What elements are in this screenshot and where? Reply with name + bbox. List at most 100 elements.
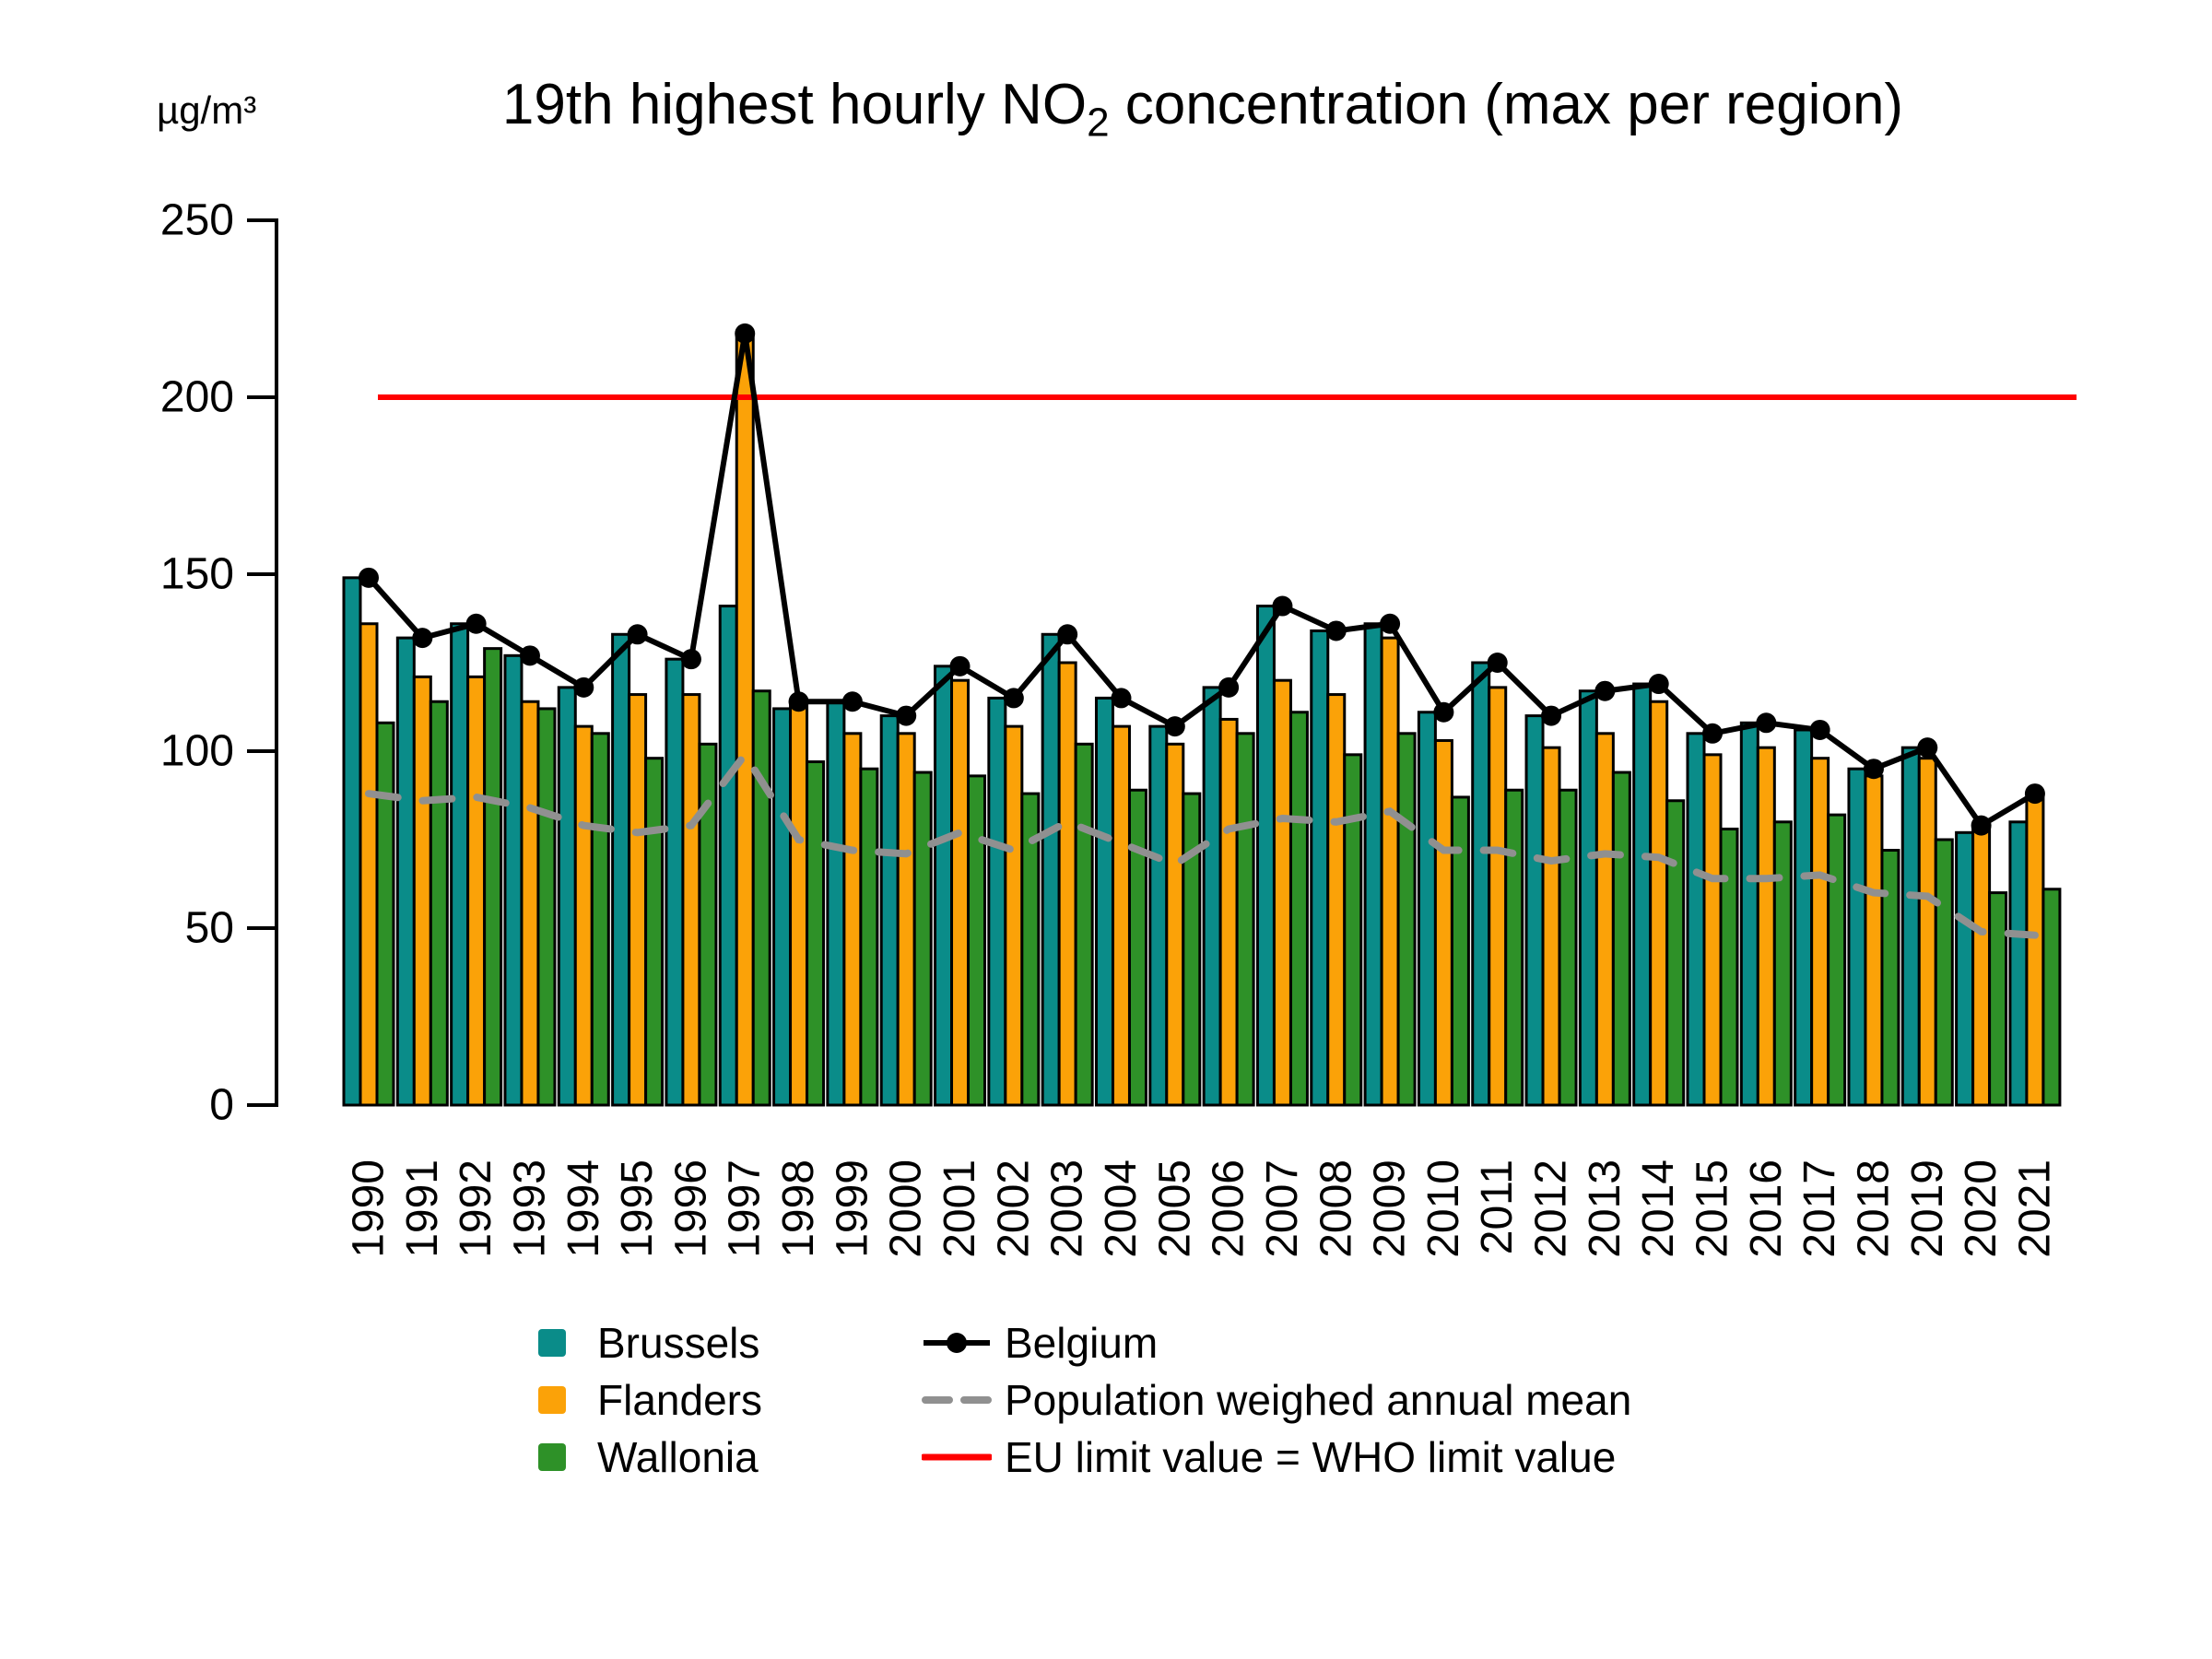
x-tick-label-2005: 2005 (1150, 1159, 1199, 1258)
bar-flanders-1992 (466, 675, 487, 1107)
bar-brussels-2015 (1686, 732, 1706, 1107)
bar-brussels-1996 (665, 657, 685, 1107)
bar-flanders-1997 (735, 332, 755, 1107)
x-tick-label-2011: 2011 (1473, 1159, 1522, 1254)
bar-wallonia-2018 (1880, 849, 1900, 1107)
belgium-point-2021 (2024, 783, 2045, 805)
y-tick-label-100: 100 (160, 727, 234, 776)
bar-wallonia-2003 (1074, 742, 1094, 1107)
bar-brussels-2007 (1255, 605, 1276, 1107)
bar-wallonia-1993 (536, 707, 557, 1107)
y-tick-label-150: 150 (160, 550, 234, 599)
bar-wallonia-2001 (967, 774, 987, 1107)
bar-flanders-1990 (359, 622, 379, 1107)
belgium-point-2017 (1809, 719, 1830, 740)
bar-brussels-2003 (1041, 632, 1061, 1107)
bar-flanders-2006 (1218, 717, 1239, 1107)
x-tick-label-2007: 2007 (1258, 1159, 1307, 1258)
belgium-points (359, 323, 2045, 836)
bar-wallonia-1996 (698, 742, 718, 1107)
x-tick-label-1992: 1992 (452, 1159, 500, 1258)
bar-brussels-1997 (718, 605, 738, 1107)
bar-brussels-2018 (1847, 767, 1867, 1107)
bar-brussels-2004 (1094, 696, 1114, 1107)
bar-brussels-1992 (450, 622, 470, 1107)
belgium-point-2006 (1218, 677, 1240, 698)
bar-wallonia-2012 (1558, 788, 1578, 1107)
bar-flanders-2009 (1380, 636, 1400, 1107)
belgium-point-2008 (1325, 620, 1347, 641)
belgium-point-2003 (1057, 624, 1078, 645)
bar-flanders-2003 (1057, 661, 1077, 1107)
bar-brussels-2021 (2008, 820, 2029, 1107)
x-tick-label-2017: 2017 (1795, 1159, 1844, 1258)
bar-flanders-2002 (1004, 724, 1024, 1107)
bar-wallonia-2019 (1934, 838, 1954, 1107)
bar-brussels-1999 (826, 700, 846, 1107)
bar-flanders-2020 (1971, 824, 1992, 1107)
bar-brussels-2013 (1578, 689, 1598, 1107)
chart-title-text: 19th highest hourly NO (501, 73, 1088, 136)
bars-group (342, 332, 2062, 1107)
bar-flanders-2012 (1541, 746, 1561, 1107)
belgium-point-2019 (1917, 737, 1938, 759)
x-tick-label-1996: 1996 (666, 1159, 715, 1258)
bar-wallonia-2010 (1450, 795, 1470, 1107)
bar-wallonia-2009 (1396, 732, 1417, 1107)
y-tick-label-50: 50 (185, 904, 234, 953)
belgium-point-1996 (680, 649, 701, 670)
bar-brussels-2009 (1363, 622, 1383, 1107)
belgium-point-2016 (1756, 712, 1777, 734)
belgium-point-2020 (1971, 815, 1992, 836)
bar-wallonia-1999 (859, 767, 879, 1107)
belgium-point-2015 (1702, 723, 1723, 744)
bar-brussels-1993 (503, 653, 524, 1107)
bar-brussels-2012 (1524, 714, 1545, 1107)
bar-flanders-2017 (1810, 757, 1830, 1107)
bar-flanders-1996 (681, 693, 701, 1107)
x-tick-label-2019: 2019 (1903, 1159, 1952, 1258)
popmean-line (365, 747, 2039, 939)
bar-flanders-2001 (950, 678, 971, 1107)
belgium-point-1992 (465, 613, 487, 634)
chart-title: 19th highest hourly NO2 concentration (m… (396, 72, 2009, 146)
bar-flanders-1998 (789, 700, 809, 1107)
belgium-point-1993 (519, 645, 540, 666)
x-tick-label-1990: 1990 (345, 1159, 394, 1258)
bar-wallonia-2008 (1343, 753, 1363, 1107)
belgium-point-1994 (573, 677, 594, 698)
bar-wallonia-1997 (751, 689, 771, 1107)
bar-flanders-2016 (1756, 746, 1776, 1107)
belgium-point-1995 (627, 624, 648, 645)
bar-wallonia-2011 (1504, 788, 1524, 1107)
belgium-point-1998 (788, 691, 809, 712)
x-tick-label-2004: 2004 (1097, 1159, 1146, 1258)
bar-flanders-1995 (628, 693, 648, 1107)
bar-brussels-1991 (395, 636, 416, 1107)
bar-brussels-2005 (1148, 724, 1169, 1107)
chart-title-text-2: concentration (max per region) (1109, 73, 1904, 136)
bar-brussels-1990 (342, 576, 362, 1107)
belgium-point-2001 (949, 655, 971, 677)
bar-wallonia-2007 (1288, 711, 1309, 1107)
bar-flanders-2019 (1917, 757, 1937, 1107)
bar-brussels-2001 (934, 665, 954, 1107)
y-axis-unit-label: µg/m³ (157, 88, 257, 132)
bar-flanders-2008 (1326, 693, 1347, 1107)
bar-brussels-2008 (1310, 629, 1330, 1107)
belgium-point-2000 (896, 705, 917, 726)
bar-brussels-2000 (879, 714, 900, 1107)
bar-flanders-2011 (1488, 686, 1508, 1107)
bar-wallonia-1998 (806, 760, 826, 1107)
bar-flanders-2010 (1433, 738, 1453, 1107)
bar-brussels-2006 (1202, 686, 1222, 1107)
bar-wallonia-2014 (1665, 799, 1686, 1107)
bar-wallonia-2013 (1611, 771, 1631, 1107)
bar-wallonia-1994 (590, 732, 610, 1107)
bar-wallonia-2015 (1719, 827, 1739, 1107)
bar-brussels-1998 (772, 707, 793, 1107)
belgium-point-2011 (1487, 653, 1508, 673)
belgium-point-2004 (1111, 688, 1132, 709)
bar-wallonia-2016 (1772, 820, 1793, 1107)
